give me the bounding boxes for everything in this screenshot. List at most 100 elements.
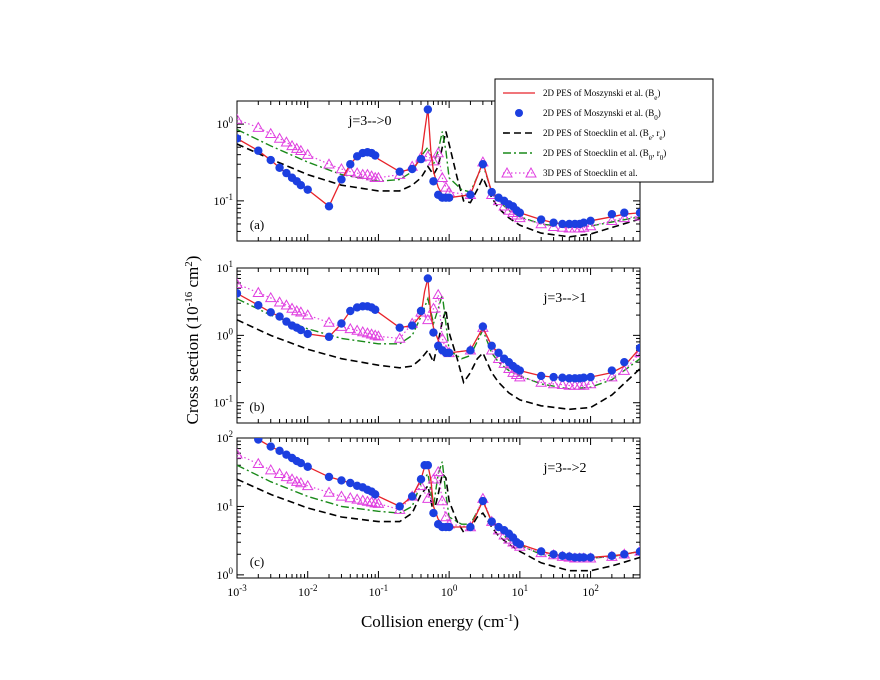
circle-marker bbox=[303, 185, 312, 194]
circle-marker bbox=[586, 216, 595, 225]
circle-marker bbox=[607, 366, 617, 375]
circle-marker bbox=[395, 167, 404, 176]
circle-marker bbox=[607, 551, 617, 560]
y-tick-label: 100 bbox=[217, 326, 234, 342]
circle-marker bbox=[254, 146, 263, 155]
triangle-marker bbox=[301, 148, 314, 159]
circle-marker bbox=[487, 187, 496, 197]
circle-marker bbox=[237, 134, 242, 143]
legend-label: 2D PES of Moszynski et al. (B0) bbox=[543, 108, 661, 122]
circle-marker bbox=[579, 218, 588, 227]
triangle-marker bbox=[563, 222, 576, 233]
triangle-marker bbox=[273, 132, 286, 143]
triangle-marker bbox=[440, 511, 452, 522]
series-line-stoecklin_be bbox=[237, 472, 640, 572]
circle-marker bbox=[487, 517, 496, 526]
circle-marker bbox=[407, 492, 417, 501]
triangle-marker bbox=[584, 377, 597, 389]
legend-circle-marker bbox=[515, 109, 523, 117]
triangle-marker bbox=[280, 470, 293, 482]
legend-triangle-marker bbox=[501, 166, 513, 178]
triangle-marker bbox=[436, 332, 449, 343]
circle-marker bbox=[466, 346, 475, 355]
triangle-marker bbox=[535, 217, 548, 229]
circle-marker bbox=[549, 550, 558, 559]
circle-marker bbox=[423, 105, 433, 114]
x-tick-label: 101 bbox=[512, 583, 529, 599]
circle-marker bbox=[303, 462, 312, 471]
circle-marker bbox=[586, 372, 595, 382]
legend-label: 2D PES of Stoecklin et al. (B0, r0) bbox=[543, 148, 666, 162]
circle-marker bbox=[494, 348, 503, 358]
circle-marker bbox=[416, 475, 426, 484]
triangle-marker bbox=[427, 155, 440, 166]
panels-layer: 10-1 100 (a) j=3-->0 10-1 100 101 (b) j=3-->1 100… bbox=[214, 100, 641, 599]
circle-marker bbox=[346, 478, 355, 488]
triangle-marker bbox=[323, 316, 335, 327]
circle-marker bbox=[346, 306, 355, 316]
triangle-marker bbox=[335, 490, 348, 501]
circle-marker bbox=[337, 319, 346, 328]
triangle-marker bbox=[252, 286, 265, 297]
triangle-marker bbox=[421, 492, 434, 503]
triangle-marker bbox=[351, 493, 364, 504]
circle-marker bbox=[586, 553, 595, 562]
circle-marker bbox=[275, 446, 284, 456]
plot-area bbox=[237, 274, 640, 411]
circle-marker bbox=[558, 219, 567, 229]
triangle-marker bbox=[286, 302, 298, 313]
circle-marker bbox=[296, 180, 306, 190]
triangle-marker bbox=[264, 291, 277, 303]
x-axis-title: Collision energy (cm-1) bbox=[361, 612, 519, 631]
triangle-marker bbox=[369, 329, 382, 340]
y-tick-label: 101 bbox=[217, 497, 234, 513]
triangle-marker bbox=[432, 465, 445, 477]
panel-tag: (b) bbox=[249, 399, 264, 414]
triangle-marker bbox=[556, 378, 569, 389]
circle-marker bbox=[237, 289, 242, 298]
circle-marker bbox=[478, 496, 488, 506]
circle-marker bbox=[416, 306, 426, 316]
triangle-marker bbox=[634, 346, 640, 358]
triangle-marker bbox=[237, 113, 243, 124]
triangle-marker bbox=[280, 136, 293, 147]
circle-marker bbox=[254, 301, 263, 310]
circle-marker bbox=[282, 168, 291, 178]
legend-triangle-marker bbox=[525, 166, 537, 178]
circle-marker bbox=[423, 274, 433, 283]
triangle-marker bbox=[237, 277, 243, 289]
circle-marker bbox=[536, 215, 546, 224]
triangle-marker bbox=[547, 220, 560, 232]
circle-marker bbox=[620, 208, 629, 217]
circle-marker bbox=[254, 438, 263, 444]
series-line-stoecklin_b0 bbox=[237, 294, 640, 390]
triangle-marker bbox=[344, 491, 357, 503]
y-tick-label: 102 bbox=[217, 429, 234, 445]
panel-tag: (c) bbox=[250, 554, 264, 569]
triangle-marker bbox=[372, 171, 385, 183]
legend: 2D PES of Moszynski et al. (Be) 2D PES of… bbox=[494, 78, 714, 183]
circle-marker bbox=[275, 312, 284, 321]
circle-marker bbox=[266, 442, 275, 451]
triangle-marker bbox=[432, 288, 445, 300]
circle-marker bbox=[423, 461, 433, 470]
y-tick-label: 101 bbox=[217, 259, 234, 275]
circle-marker bbox=[337, 175, 346, 184]
circle-marker bbox=[395, 502, 404, 511]
triangle-marker bbox=[252, 121, 265, 132]
triangle-marker bbox=[344, 322, 357, 334]
x-tick-label: 102 bbox=[582, 583, 599, 599]
panel-c: 100 101 102 10-3 10-2 10-1 100 101 102 (c) j=3-->2 bbox=[217, 429, 641, 599]
circle-marker bbox=[536, 547, 546, 556]
triangle-marker bbox=[264, 464, 277, 475]
panel-b: 10-1 100 101 (b) j=3-->1 bbox=[214, 259, 641, 424]
triangle-marker bbox=[290, 475, 303, 486]
triangle-marker bbox=[618, 364, 631, 375]
circle-marker bbox=[296, 325, 306, 335]
triangle-marker bbox=[273, 467, 286, 479]
triangle-marker bbox=[436, 171, 449, 183]
series-line-stoecklin_3d bbox=[237, 453, 640, 559]
transition-label: j=3-->0 bbox=[347, 114, 391, 129]
triangle-marker bbox=[584, 220, 597, 231]
